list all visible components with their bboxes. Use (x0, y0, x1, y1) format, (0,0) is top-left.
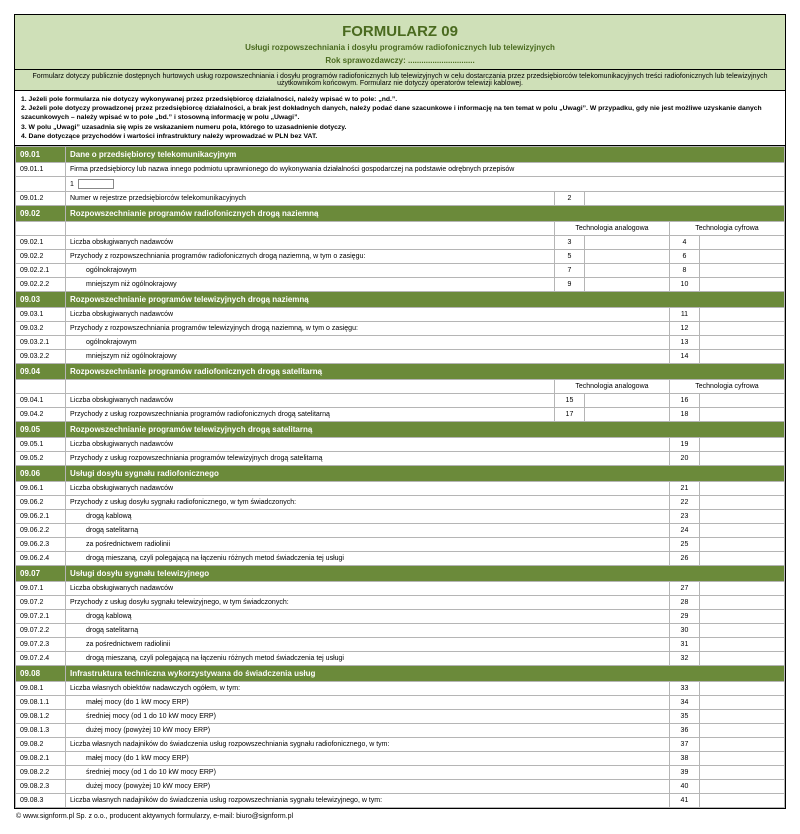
row-09-06-2-3: 09.06.2.3 za pośrednictwem radiolinii 25 (16, 537, 785, 551)
row-09-04-1: 09.04.1 Liczba obsługiwanych nadawców 15… (16, 393, 785, 407)
row-09-02-2: 09.02.2 Przychody z rozpowszechniania pr… (16, 249, 785, 263)
section-09-06: 09.06 Usługi dosyłu sygnału radiofoniczn… (16, 465, 785, 481)
cell-num-1: 1 (70, 181, 74, 188)
section-09-05: 09.05 Rozpowszechnianie programów telewi… (16, 421, 785, 437)
row-09-08-2-2: 09.08.2.2 średniej mocy (od 1 do 10 kW m… (16, 765, 785, 779)
row-09-07-1: 09.07.1 Liczba obsługiwanych nadawców 27 (16, 581, 785, 595)
form-intro: Formularz dotyczy publicznie dostępnych … (15, 70, 785, 91)
row-09-04-2: 09.04.2 Przychody z usług rozpowszechnia… (16, 407, 785, 421)
row-09-08-3: 09.08.3 Liczba własnych nadajników do św… (16, 793, 785, 807)
row-09-08-1-1: 09.08.1.1 małej mocy (do 1 kW mocy ERP) … (16, 695, 785, 709)
form-notes: 1. Jeżeli pole formularza nie dotyczy wy… (15, 91, 785, 146)
row-09-07-2: 09.07.2 Przychody z usług dosyłu sygnału… (16, 595, 785, 609)
section-09-08: 09.08 Infrastruktura techniczna wykorzys… (16, 665, 785, 681)
colhead-04: Technologia analogowa Technologia cyfrow… (16, 379, 785, 393)
form-subtitle: Usługi rozpowszechniania i dosyłu progra… (23, 43, 777, 52)
section-09-07: 09.07 Usługi dosyłu sygnału telewizyjneg… (16, 565, 785, 581)
row-09-02-2-2: 09.02.2.2 mniejszym niż ogólnokrajowy 9 … (16, 277, 785, 291)
row-09-08-2-1: 09.08.2.1 małej mocy (do 1 kW mocy ERP) … (16, 751, 785, 765)
input-registry-no[interactable] (584, 191, 784, 205)
row-09-07-2-2: 09.07.2.2 drogą satelitarną 30 (16, 623, 785, 637)
section-09-02: 09.02 Rozpowszechnianie programów radiof… (16, 205, 785, 221)
row-09-06-2-1: 09.06.2.1 drogą kablową 23 (16, 509, 785, 523)
row-09-03-2-2: 09.03.2.2 mniejszym niż ogólnokrajowy 14 (16, 349, 785, 363)
row-09-03-2-1: 09.03.2.1 ogólnokrajowym 13 (16, 335, 785, 349)
row-09-08-2: 09.08.2 Liczba własnych nadajników do św… (16, 737, 785, 751)
section-09-04: 09.04 Rozpowszechnianie programów radiof… (16, 363, 785, 379)
row-09-08-1-2: 09.08.1.2 średniej mocy (od 1 do 10 kW m… (16, 709, 785, 723)
row-09-06-2: 09.06.2 Przychody z usług dosyłu sygnału… (16, 495, 785, 509)
row-09-06-1: 09.06.1 Liczba obsługiwanych nadawców 21 (16, 481, 785, 495)
row-09-02-1: 09.02.1 Liczba obsługiwanych nadawców 3 … (16, 235, 785, 249)
note-2: 2. Jeżeli pole dotyczy prowadzonej przez… (21, 104, 779, 122)
note-3: 3. W polu „Uwagi” uzasadnia się wpis ze … (21, 123, 779, 132)
row-09-05-2: 09.05.2 Przychody z usług rozpowszechnia… (16, 451, 785, 465)
form-page: FORMULARZ 09 Usługi rozpowszechniania i … (14, 14, 786, 809)
section-09-03: 09.03 Rozpowszechnianie programów telewi… (16, 291, 785, 307)
row-09-06-2-2: 09.06.2.2 drogą satelitarną 24 (16, 523, 785, 537)
colhead-02: Technologia analogowa Technologia cyfrow… (16, 221, 785, 235)
note-4: 4. Dane dotyczące przychodów i wartości … (21, 132, 779, 141)
section-09-01: 09.01 Dane o przedsiębiorcy telekomunika… (16, 146, 785, 162)
form-year: Rok sprawozdawczy: .....................… (23, 56, 777, 65)
footer: © www.signform.pl Sp. z o.o., producent … (14, 809, 786, 820)
row-09-08-1: 09.08.1 Liczba własnych obiektów nadawcz… (16, 681, 785, 695)
form-title: FORMULARZ 09 (23, 23, 777, 40)
row-09-07-2-4: 09.07.2.4 drogą mieszaną, czyli polegają… (16, 651, 785, 665)
row-09-06-2-4: 09.06.2.4 drogą mieszaną, czyli polegają… (16, 551, 785, 565)
row-09-01-1-input: 1 (16, 176, 785, 191)
row-09-08-2-3: 09.08.2.3 dużej mocy (powyżej 10 kW mocy… (16, 779, 785, 793)
row-09-02-2-1: 09.02.2.1 ogólnokrajowym 7 8 (16, 263, 785, 277)
row-09-07-2-3: 09.07.2.3 za pośrednictwem radiolinii 31 (16, 637, 785, 651)
row-09-01-2: 09.01.2 Numer w rejestrze przedsiębiorcó… (16, 191, 785, 205)
note-1: 1. Jeżeli pole formularza nie dotyczy wy… (21, 95, 779, 104)
input-firm-name[interactable] (78, 179, 114, 189)
form-header: FORMULARZ 09 Usługi rozpowszechniania i … (15, 15, 785, 70)
row-09-01-1: 09.01.1 Firma przedsiębiorcy lub nazwa i… (16, 162, 785, 176)
row-09-08-1-3: 09.08.1.3 dużej mocy (powyżej 10 kW mocy… (16, 723, 785, 737)
row-09-03-1: 09.03.1 Liczba obsługiwanych nadawców 11 (16, 307, 785, 321)
form-table: 09.01 Dane o przedsiębiorcy telekomunika… (15, 146, 785, 808)
row-09-07-2-1: 09.07.2.1 drogą kablową 29 (16, 609, 785, 623)
row-09-05-1: 09.05.1 Liczba obsługiwanych nadawców 19 (16, 437, 785, 451)
row-09-03-2: 09.03.2 Przychody z rozpowszechniania pr… (16, 321, 785, 335)
